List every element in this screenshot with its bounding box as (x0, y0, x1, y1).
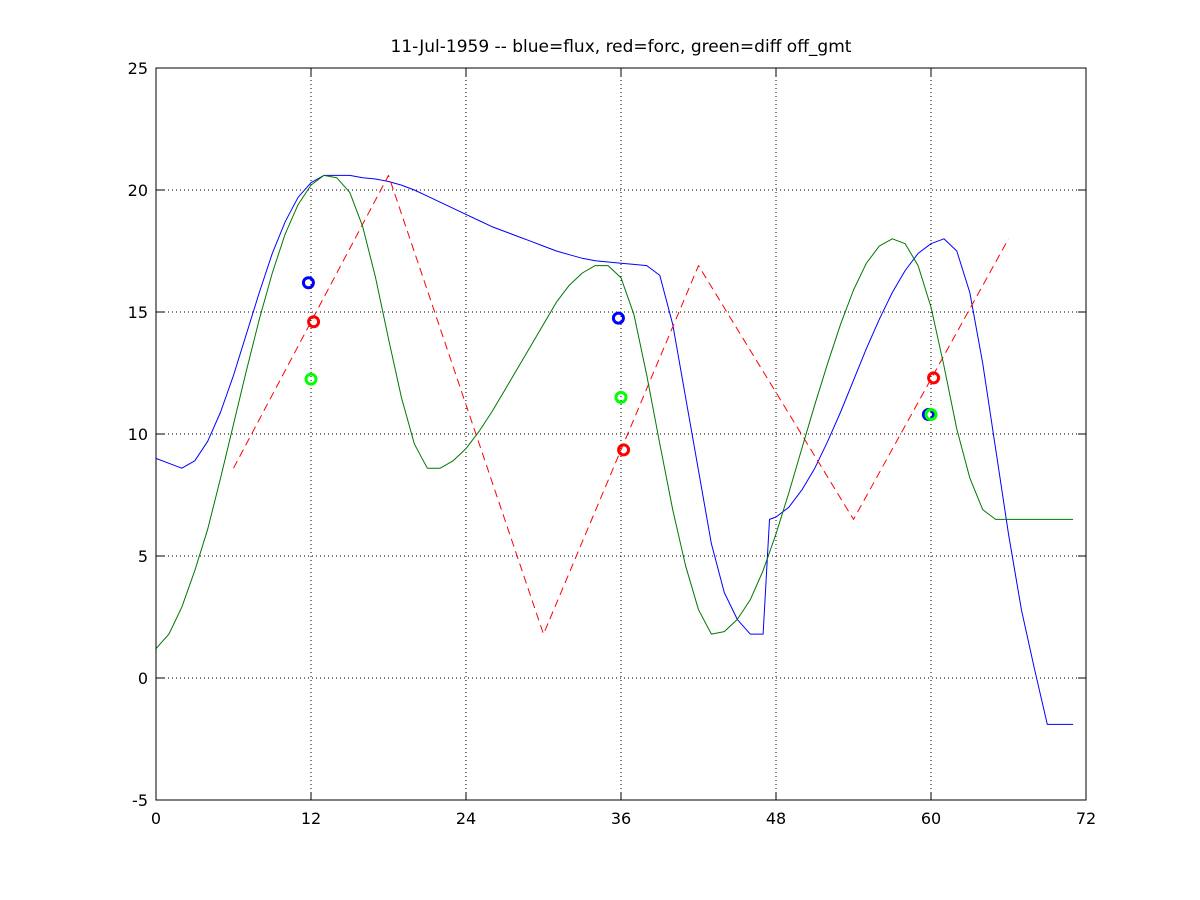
y-tick-label: 25 (128, 59, 148, 78)
x-tick-label: 36 (611, 809, 631, 828)
x-tick-label: 60 (921, 809, 941, 828)
y-tick-label: 0 (138, 669, 148, 688)
series-line-flux (155, 174, 1074, 725)
data-marker (304, 372, 318, 386)
y-tick-label: 5 (138, 547, 148, 566)
series-line-diff (155, 174, 1074, 650)
y-tick-label: -5 (132, 791, 148, 810)
y-tick-label: 20 (128, 181, 148, 200)
x-tick-label: 12 (301, 809, 321, 828)
data-marker (927, 371, 941, 385)
series-layer (155, 174, 1074, 725)
x-tick-label: 24 (456, 809, 476, 828)
data-marker (301, 276, 315, 290)
data-marker (307, 315, 321, 329)
data-marker (924, 407, 938, 421)
markers-layer (301, 276, 941, 457)
series-line-forc (233, 174, 1009, 635)
x-tick-label: 72 (1076, 809, 1096, 828)
data-marker (617, 443, 631, 457)
x-tick-label: 48 (766, 809, 786, 828)
chart-title: 11-Jul-1959 -- blue=flux, red=forc, gree… (391, 37, 852, 57)
y-tick-label: 15 (128, 303, 148, 322)
grid (156, 68, 1086, 800)
data-marker (611, 311, 625, 325)
x-tick-label: 0 (151, 809, 161, 828)
y-tick-label: 10 (128, 425, 148, 444)
data-marker (614, 390, 628, 404)
